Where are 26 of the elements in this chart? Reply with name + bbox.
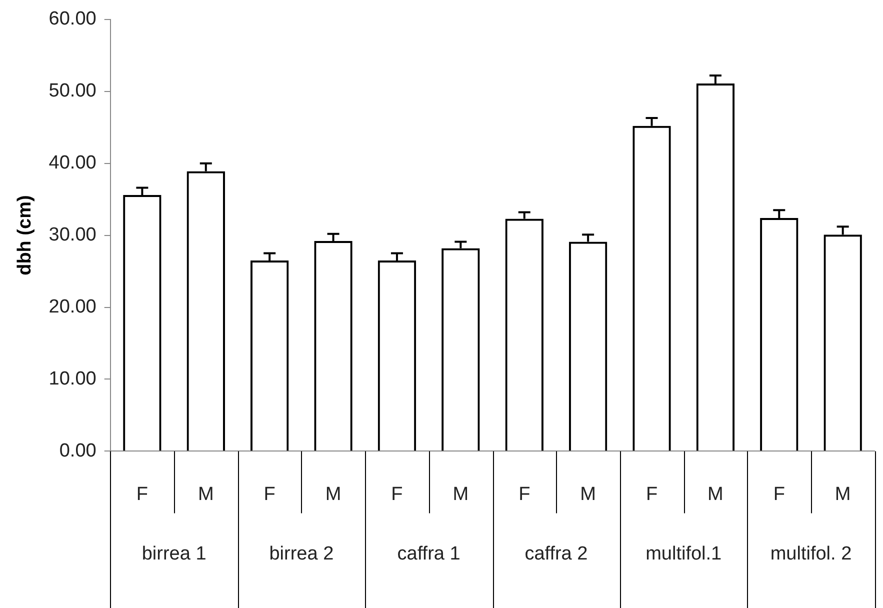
text: birrea 2: [269, 543, 334, 564]
y-tick-label: 60.00: [48, 8, 96, 30]
x-tick-label: M: [198, 484, 214, 505]
x-tick-label: M: [452, 484, 469, 505]
text: birrea 1: [142, 543, 206, 564]
x-tick-label: F: [264, 484, 276, 505]
x-tick-label: M: [325, 484, 342, 505]
x-tick-label: F: [646, 484, 658, 505]
text: caffra 2: [524, 543, 588, 564]
x-tick-label: F: [136, 484, 148, 505]
x-tick-label: M: [708, 484, 724, 505]
y-tick-label: 20.00: [48, 296, 96, 318]
y-tick-label: 40.00: [48, 152, 96, 174]
x-tick-label: M: [834, 484, 851, 505]
y-tick-label: 0.00: [59, 440, 96, 462]
text: caffra 1: [397, 543, 460, 564]
x-tick-label: F: [773, 484, 785, 505]
y-tick-label: 50.00: [48, 80, 96, 102]
y-tick-label: 10.00: [48, 368, 96, 390]
y-tick-label: 30.00: [48, 224, 96, 246]
x-tick-label: F: [518, 484, 530, 505]
text: multifol. 2: [770, 543, 852, 564]
x-tick-label: F: [391, 484, 403, 505]
y-axis-title: dbh (cm): [14, 195, 36, 276]
text: multifol.1: [646, 543, 722, 564]
x-tick-label: M: [580, 484, 596, 505]
